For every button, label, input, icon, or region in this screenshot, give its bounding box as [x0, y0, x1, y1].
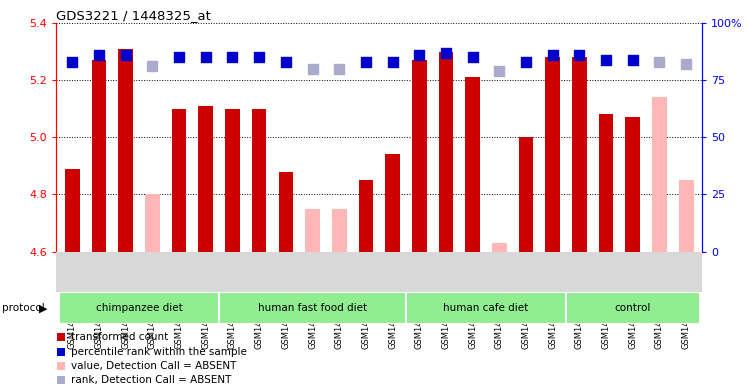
Bar — [92, 60, 107, 252]
Text: rank, Detection Call = ABSENT: rank, Detection Call = ABSENT — [71, 375, 231, 384]
Bar — [198, 106, 213, 252]
Point — [421, 58, 433, 64]
Bar — [492, 243, 507, 252]
Bar — [332, 209, 346, 252]
Bar — [599, 114, 614, 252]
Text: chimpanzee diet: chimpanzee diet — [95, 303, 182, 313]
Bar — [65, 169, 80, 252]
Text: value, Detection Call = ABSENT: value, Detection Call = ABSENT — [71, 361, 236, 371]
Bar — [119, 49, 133, 252]
Point — [466, 54, 478, 60]
Point — [227, 54, 239, 60]
Text: control: control — [614, 303, 651, 313]
Point — [574, 52, 586, 58]
Bar — [305, 209, 320, 252]
Point — [653, 59, 665, 65]
Bar — [439, 51, 454, 252]
Bar — [572, 57, 587, 252]
Point — [413, 52, 425, 58]
Point — [421, 187, 433, 193]
Bar — [406, 292, 566, 324]
Point — [173, 54, 185, 60]
Bar — [545, 57, 560, 252]
Point — [600, 56, 612, 63]
Bar — [252, 109, 267, 252]
Point — [333, 66, 345, 72]
Bar — [225, 109, 240, 252]
Text: GDS3221 / 1448325_at: GDS3221 / 1448325_at — [56, 9, 211, 22]
Bar — [279, 172, 293, 252]
Bar — [519, 137, 533, 252]
Point — [440, 50, 452, 56]
Bar — [466, 77, 480, 252]
Bar — [652, 97, 667, 252]
Point — [387, 59, 399, 65]
Point — [520, 59, 532, 65]
Bar — [626, 117, 640, 252]
Point — [93, 52, 105, 58]
Bar — [219, 292, 406, 324]
Point — [360, 59, 372, 65]
Point — [280, 59, 292, 65]
Text: transformed count: transformed count — [71, 333, 167, 343]
Point — [253, 54, 265, 60]
Bar — [566, 292, 699, 324]
Bar — [145, 194, 160, 252]
Point — [627, 56, 639, 63]
Point — [306, 66, 318, 72]
Bar — [358, 180, 373, 252]
Bar — [412, 60, 427, 252]
Point — [119, 52, 131, 58]
Bar — [59, 292, 219, 324]
Text: protocol: protocol — [2, 303, 45, 313]
Point — [66, 59, 78, 65]
Point — [146, 63, 158, 70]
Text: percentile rank within the sample: percentile rank within the sample — [71, 347, 246, 357]
Text: human fast food diet: human fast food diet — [258, 303, 367, 313]
Bar — [172, 109, 186, 252]
Point — [421, 316, 433, 323]
Point — [493, 68, 505, 74]
Bar — [385, 154, 400, 252]
Point — [547, 52, 559, 58]
Bar — [679, 180, 693, 252]
Point — [680, 61, 692, 67]
Text: human cafe diet: human cafe diet — [443, 303, 529, 313]
Text: ▶: ▶ — [39, 303, 48, 313]
Point — [200, 54, 212, 60]
